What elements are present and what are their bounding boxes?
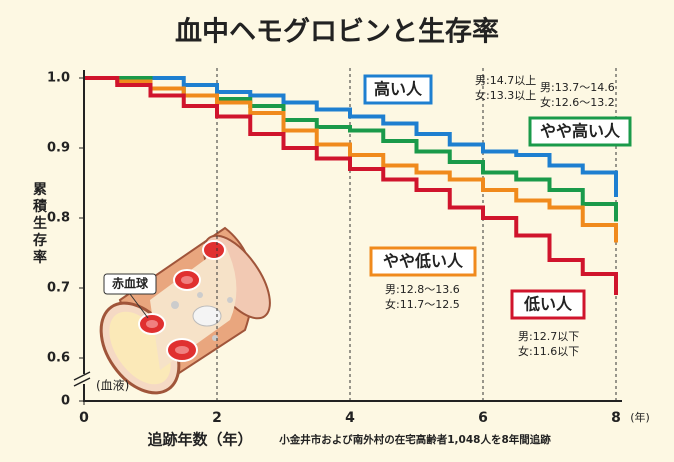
plot: [84, 68, 618, 401]
x-tick-label: 0: [79, 410, 89, 426]
series-note: 女:12.6～13.2: [540, 95, 615, 109]
legend-label: やや高い人: [540, 122, 621, 141]
legend-label: 低い人: [523, 295, 573, 314]
series-line: [84, 76, 618, 295]
x-tick-label: 8: [611, 410, 621, 426]
legend-label: やや低い人: [383, 252, 464, 271]
series-note: 女:11.6以下: [518, 344, 579, 358]
x-tick-label: 4: [345, 410, 355, 426]
x-unit: (年): [630, 410, 650, 424]
illustration-label: (血液): [96, 378, 129, 393]
x-tick-label: 6: [478, 410, 488, 426]
y-axis-label: 累積生存率: [32, 182, 48, 266]
y-tick-label: 0.6: [47, 351, 70, 366]
legend-label: 高い人: [374, 80, 423, 99]
axis-break: [76, 374, 92, 384]
illustration-label: 赤血球: [112, 276, 149, 291]
series-line: [84, 76, 618, 197]
legend-box: [369, 246, 477, 277]
x-axis-label: 追跡年数（年）: [147, 431, 252, 449]
y-tick-label: 0.8: [47, 211, 70, 226]
y-tick-label: 0: [61, 394, 70, 409]
y-tick-label: 0.7: [47, 281, 70, 296]
legend-box: [528, 116, 632, 147]
legend-box: [363, 74, 433, 105]
series-note: 男:12.8～13.6: [385, 283, 460, 296]
series-note: 男:12.7以下: [518, 330, 579, 343]
series-note: 男:13.7～14.6: [540, 81, 615, 94]
x-tick-label: 2: [212, 410, 222, 426]
y-tick-label: 0.9: [47, 141, 70, 156]
chart-title: 血中ヘモグロビンと生存率: [175, 16, 499, 48]
y-tick-label: 1.0: [47, 71, 70, 86]
series-note: 女:13.3以上: [475, 88, 536, 102]
series-note: 女:11.7～12.5: [385, 297, 460, 311]
series-note: 男:14.7以上: [475, 74, 536, 87]
source-note: 小金井市および南外村の在宅高齢者1,048人を8年間追跡: [278, 433, 551, 446]
series-line: [84, 76, 618, 243]
axis-break-mark: [73, 371, 91, 387]
illustration: [99, 226, 271, 395]
legend-box: [510, 289, 586, 320]
